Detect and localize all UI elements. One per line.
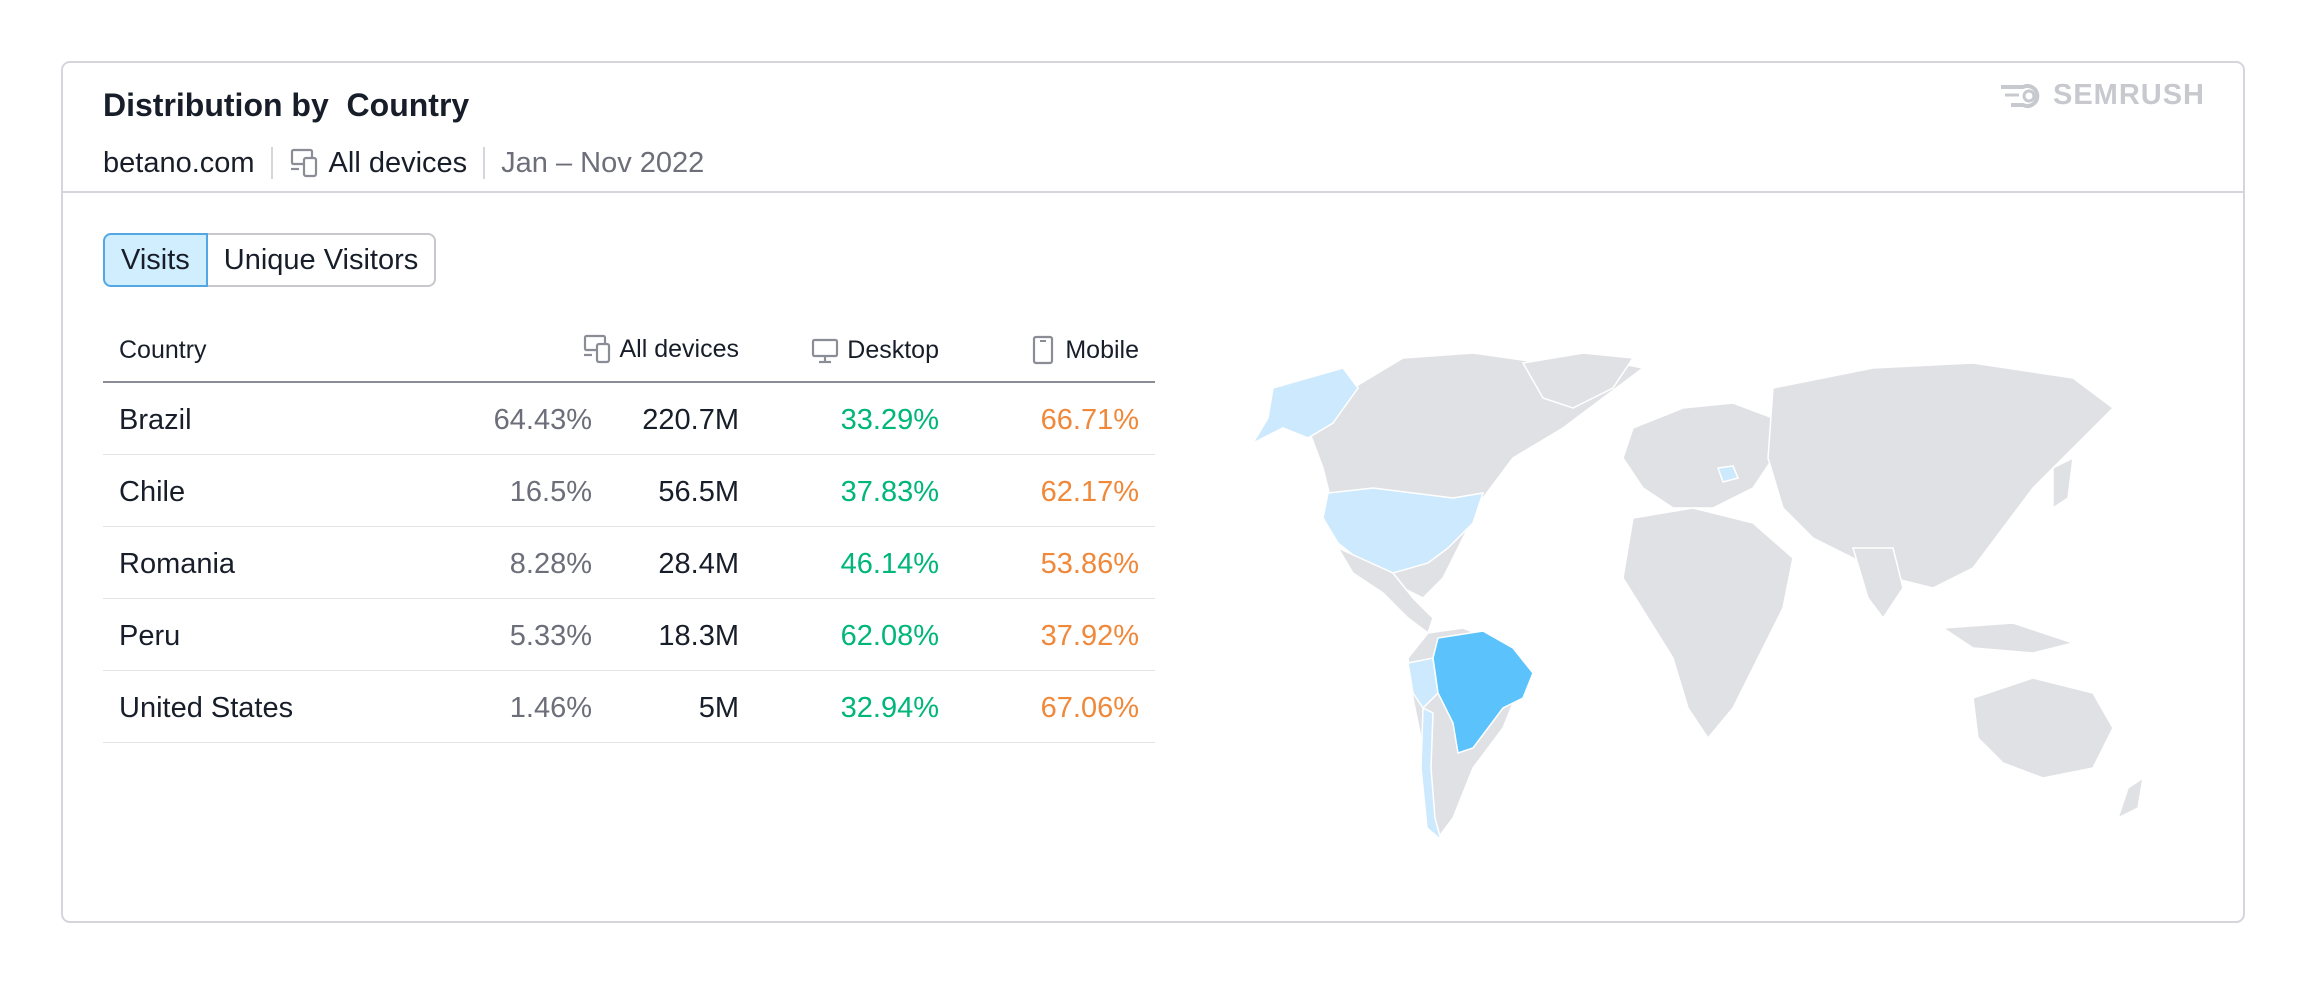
world-map (1251, 352, 2145, 843)
devices-label: All devices (328, 146, 468, 179)
mobile-share: 62.17% (1040, 476, 1139, 508)
map-chile[interactable] (1420, 706, 1443, 843)
map-brazil[interactable] (1432, 630, 1534, 754)
traffic-share: 64.43% (493, 404, 592, 436)
devices-icon (290, 148, 317, 178)
map-africa[interactable] (1622, 507, 1794, 740)
desktop-share: 33.29% (840, 404, 939, 436)
tab-visits[interactable]: Visits (103, 233, 208, 287)
card-title: Distribution by Country (103, 87, 470, 123)
semrush-logo-icon (2000, 83, 2040, 108)
date-range: Jan – Nov 2022 (501, 146, 705, 179)
mobile-share: 53.86% (1040, 548, 1139, 580)
map-new-zealand[interactable] (2116, 776, 2145, 820)
column-mobile[interactable]: Mobile (1031, 335, 1139, 365)
table-row[interactable]: Romania 8.28% 28.4M 46.14% 53.86% (103, 527, 1155, 599)
devices-filter[interactable]: All devices (289, 146, 468, 180)
country-name: Brazil (119, 404, 192, 436)
mobile-share: 37.92% (1040, 620, 1139, 652)
country-name: Peru (119, 620, 181, 652)
divider (483, 147, 486, 179)
traffic-share: 5.33% (509, 620, 592, 652)
map-peru[interactable] (1407, 657, 1439, 710)
map-asia[interactable] (1767, 362, 2115, 589)
traffic-share: 16.5% (509, 476, 592, 508)
metric-tabs: Visits Unique Visitors (103, 233, 437, 287)
table-row[interactable]: Chile 16.5% 56.5M 37.83% 62.17% (103, 455, 1155, 527)
map-romania[interactable] (1716, 465, 1740, 483)
table-row[interactable]: Peru 5.33% 18.3M 62.08% 37.92% (103, 599, 1155, 671)
map-india[interactable] (1851, 547, 1904, 620)
meta-line: betano.com All devices Jan – Nov 2022 (103, 145, 704, 181)
logo-text: SEMRUSH (2052, 79, 2205, 111)
visits-value: 56.5M (658, 476, 739, 508)
semrush-logo: SEMRUSH (1999, 79, 2205, 112)
distribution-card: Distribution by Country betano.com All d… (61, 61, 2245, 923)
map-australia[interactable] (1972, 677, 2114, 779)
country-name: United States (119, 692, 294, 724)
mobile-share: 66.71% (1040, 404, 1139, 436)
traffic-share: 1.46% (509, 692, 592, 724)
traffic-share: 8.28% (509, 548, 592, 580)
table-row[interactable]: Brazil 64.43% 220.7M 33.29% 66.71% (103, 383, 1155, 455)
domain-label: betano.com (103, 146, 255, 179)
map-greenland[interactable] (1521, 352, 1635, 409)
devices-icon (583, 334, 610, 364)
map-europe[interactable] (1622, 402, 1774, 509)
visits-value: 28.4M (658, 548, 739, 580)
tab-unique-visitors[interactable]: Unique Visitors (207, 233, 437, 287)
divider (270, 147, 273, 179)
card-header: Distribution by Country betano.com All d… (63, 63, 2243, 193)
visits-value: 18.3M (658, 620, 739, 652)
desktop-share: 62.08% (840, 620, 939, 652)
desktop-icon (812, 338, 839, 363)
visits-value: 220.7M (642, 404, 739, 436)
mobile-share: 67.06% (1040, 692, 1139, 724)
visits-value: 5M (698, 692, 739, 724)
country-name: Chile (119, 476, 186, 508)
column-desktop[interactable]: Desktop (811, 336, 939, 365)
map-alaska[interactable] (1251, 367, 1359, 445)
country-name: Romania (119, 548, 236, 580)
map-japan[interactable] (2052, 456, 2074, 510)
column-all-devices[interactable]: All devices (582, 333, 739, 365)
country-table: Country All devices Desktop (103, 325, 1155, 743)
desktop-share: 32.94% (840, 692, 939, 724)
mobile-icon (1033, 335, 1054, 365)
table-header: Country All devices Desktop (103, 325, 1155, 383)
desktop-share: 37.83% (840, 476, 939, 508)
map-united-states[interactable] (1322, 487, 1485, 574)
table-row[interactable]: United States 1.46% 5M 32.94% 67.06% (103, 671, 1155, 743)
desktop-share: 46.14% (840, 548, 939, 580)
column-country[interactable]: Country (119, 336, 207, 364)
map-indonesia[interactable] (1940, 622, 2076, 654)
